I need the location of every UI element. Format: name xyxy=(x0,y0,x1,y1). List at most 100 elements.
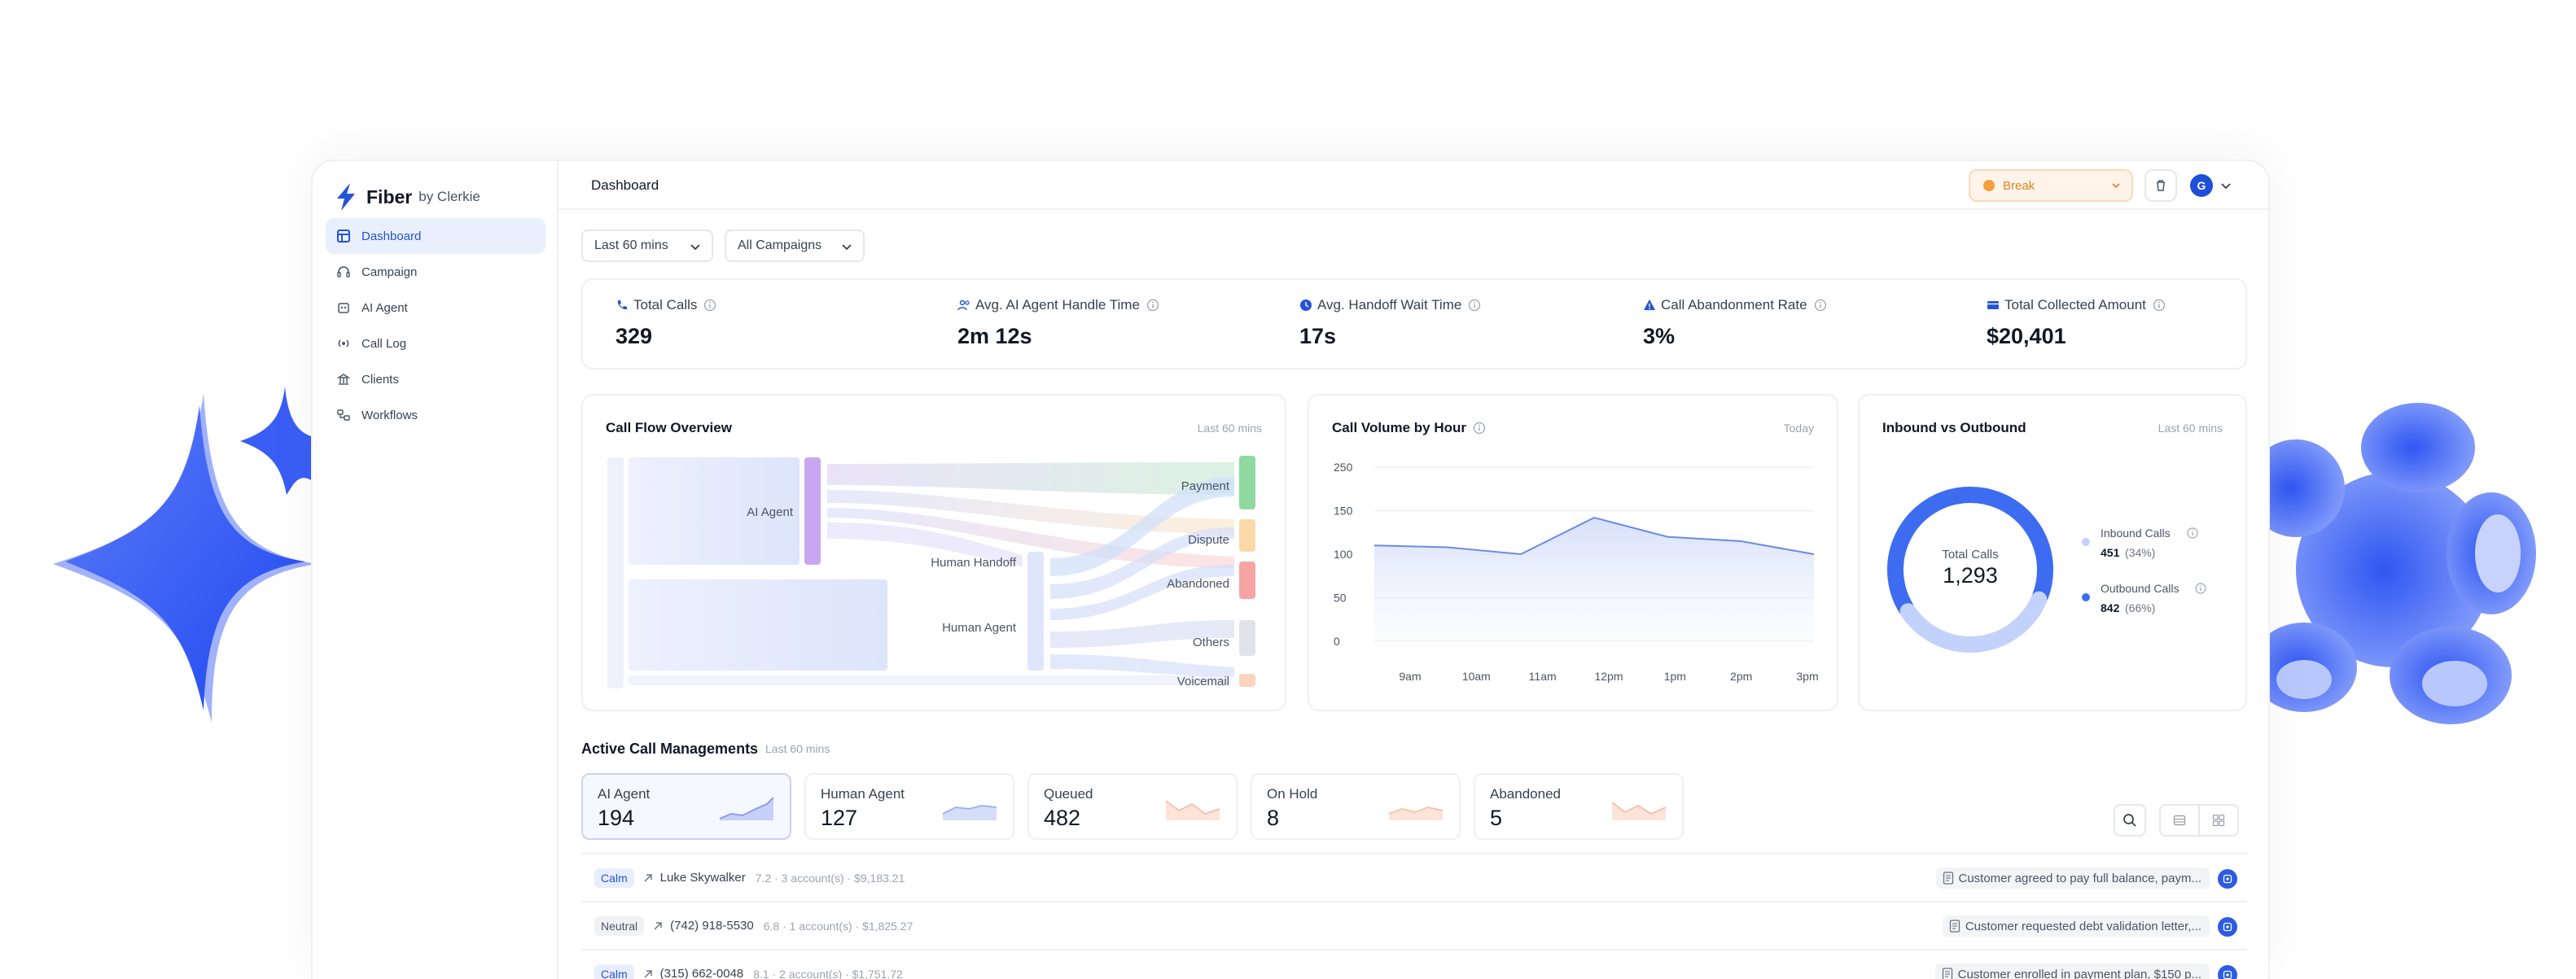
headset-icon xyxy=(337,265,350,278)
card-icon xyxy=(1987,301,1999,309)
workflow-icon xyxy=(337,409,350,422)
chevron-down-icon[interactable] xyxy=(2219,179,2232,192)
flow-label-human-handoff: Human Handoff xyxy=(931,556,1017,570)
kpi-total-collected: Total Collected Amount $20,401 xyxy=(1987,296,2166,349)
legend-label-outbound: Outbound Calls xyxy=(2101,582,2180,595)
flow-label-abandoned: Abandoned xyxy=(1167,577,1229,591)
active-calls-title: Active Call Managements xyxy=(581,741,759,757)
inbound-outbound-donut: Total Calls 1,293 Inbound Calls 451 (34%… xyxy=(1887,487,2206,653)
search-button[interactable] xyxy=(2114,804,2146,837)
legend-swatch-outbound xyxy=(2082,593,2090,601)
info-icon[interactable] xyxy=(1473,422,1486,435)
agent-status-icon[interactable] xyxy=(2218,965,2237,979)
flow-node-voicemail-band xyxy=(629,675,1231,685)
delete-button[interactable] xyxy=(2144,169,2177,202)
sparkline-icon xyxy=(719,797,774,820)
table-row[interactable]: Neutral (742) 918-5530 6.8 · 1 account(s… xyxy=(581,903,2247,951)
card-value: 194 xyxy=(598,806,635,830)
x-tick-label: 12pm xyxy=(1594,670,1623,683)
sidebar: Fiber by Clerkie Dashboard Campaign AI A… xyxy=(313,161,559,979)
kpi-label: Avg. Handoff Wait Time xyxy=(1317,297,1462,312)
building-icon xyxy=(337,373,350,386)
x-tick-label: 10am xyxy=(1462,670,1491,683)
info-icon xyxy=(1146,299,1159,312)
flow-link-ai-abandoned xyxy=(827,508,1234,568)
active-card-human-agent[interactable]: Human Agent 127 xyxy=(804,773,1014,840)
legend-value-outbound: 842 xyxy=(2101,601,2120,614)
kpi-value: 17s xyxy=(1299,324,1337,348)
kpi-avg-handle-time: Avg. AI Agent Handle Time 2m 12s xyxy=(957,296,1159,349)
grid-view-button[interactable] xyxy=(2198,806,2237,835)
summary-text: Customer agreed to pay full balance, pay… xyxy=(1958,871,2202,885)
card-label: AI Agent xyxy=(598,786,651,802)
info-icon[interactable] xyxy=(2187,527,2198,539)
panel-range: Last 60 mins xyxy=(1197,422,1262,435)
list-view-button[interactable] xyxy=(2161,806,2198,835)
panel-title-wrap: Call Volume by Hour xyxy=(1332,420,1486,436)
kpi-handoff-wait: Avg. Handoff Wait Time 17s xyxy=(1299,296,1481,349)
caller-name: (315) 662-0048 xyxy=(659,967,744,979)
caller-name: (742) 918-5530 xyxy=(670,919,754,933)
sidebar-item-label: Dashboard xyxy=(361,229,422,243)
phone-icon xyxy=(617,300,627,310)
call-meta: 7.2 · 3 account(s) · $9,183.21 xyxy=(755,871,905,885)
active-calls-list: Calm Luke Skywalker 7.2 · 3 account(s) ·… xyxy=(581,853,2247,979)
donut-slice-outbound[interactable] xyxy=(1887,487,2053,617)
active-card-on-hold[interactable]: On Hold 8 xyxy=(1251,773,1461,840)
mood-badge: Calm xyxy=(594,868,634,888)
campaign-value: All Campaigns xyxy=(738,238,822,252)
bot-icon xyxy=(337,301,350,314)
outbound-arrow-icon xyxy=(644,969,652,978)
mood-badge: Neutral xyxy=(594,916,645,936)
sidebar-item-label: Clients xyxy=(361,372,399,387)
grid-icon xyxy=(337,229,350,243)
page-title: Dashboard xyxy=(591,177,659,193)
info-icon[interactable] xyxy=(2195,583,2206,594)
kpi-label: Total Collected Amount xyxy=(2004,297,2146,312)
active-card-abandoned[interactable]: Abandoned 5 xyxy=(1474,773,1684,840)
sidebar-item-ai-agent[interactable]: AI Agent xyxy=(326,290,545,326)
time-range-select[interactable]: Last 60 mins xyxy=(581,229,713,262)
area-fill xyxy=(1374,518,1814,641)
table-row[interactable]: Calm (315) 662-0048 8.1 · 2 account(s) ·… xyxy=(581,951,2247,979)
caller-name: Luke Skywalker xyxy=(659,871,746,885)
panel-range: Today xyxy=(1783,422,1814,435)
card-label: Abandoned xyxy=(1490,786,1561,802)
y-tick-label: 150 xyxy=(1334,505,1353,518)
outbound-arrow-icon xyxy=(654,921,662,930)
kpi-summary-card: Total Calls 329 Avg. AI Agent Handle Tim… xyxy=(581,278,2247,369)
info-icon xyxy=(2153,299,2166,312)
donut-slice-inbound[interactable] xyxy=(1899,591,2048,653)
card-label: Queued xyxy=(1044,786,1093,802)
panel-title: Inbound vs Outbound xyxy=(1882,420,2026,435)
sidebar-item-workflows[interactable]: Workflows xyxy=(326,397,545,433)
status-select[interactable]: Break xyxy=(1969,169,2133,202)
active-card-queued[interactable]: Queued 482 xyxy=(1027,773,1238,840)
avatar[interactable]: G xyxy=(2190,174,2213,197)
clock-icon xyxy=(1300,299,1312,311)
inbound-outbound-panel: Inbound vs Outbound Last 60 mins Total C… xyxy=(1858,394,2247,711)
sparkline-icon xyxy=(1611,802,1667,820)
users-icon xyxy=(957,299,970,311)
sparkline-icon xyxy=(1165,800,1220,820)
chevron-down-icon xyxy=(842,244,852,251)
sidebar-item-clients[interactable]: Clients xyxy=(326,361,545,397)
agent-status-icon[interactable] xyxy=(2218,869,2237,889)
call-summary: Customer agreed to pay full balance, pay… xyxy=(1935,868,2210,889)
sidebar-item-campaign[interactable]: Campaign xyxy=(326,254,545,290)
card-label: Human Agent xyxy=(821,786,905,802)
flow-node-abandoned xyxy=(1239,562,1255,599)
kpi-value: 2m 12s xyxy=(957,324,1032,348)
active-card-ai-agent[interactable]: AI Agent 194 xyxy=(581,773,791,840)
small-star-decoration-icon xyxy=(240,387,311,495)
sidebar-item-call-log[interactable]: Call Log xyxy=(326,326,545,361)
agent-status-icon[interactable] xyxy=(2218,917,2237,937)
panel-title: Call Flow Overview xyxy=(606,420,732,435)
list-view-icon xyxy=(2173,815,2186,826)
campaign-select[interactable]: All Campaigns xyxy=(725,229,865,262)
flow-node-ai-agent xyxy=(629,457,800,565)
sidebar-item-dashboard[interactable]: Dashboard xyxy=(326,218,545,254)
donut-center-value: 1,293 xyxy=(1943,563,1998,588)
table-row[interactable]: Calm Luke Skywalker 7.2 · 3 account(s) ·… xyxy=(581,854,2247,903)
call-meta: 6.8 · 1 account(s) · $1,825.27 xyxy=(763,919,913,933)
